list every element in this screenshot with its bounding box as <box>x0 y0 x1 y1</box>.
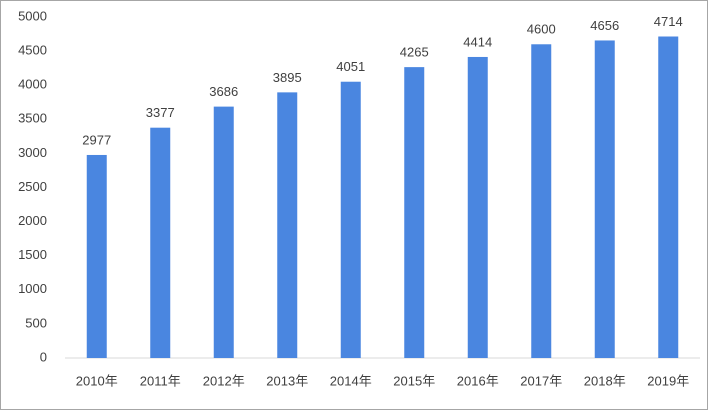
y-tick-label: 2500 <box>18 179 47 194</box>
data-label: 3686 <box>209 84 238 99</box>
x-tick-label: 2011年 <box>140 373 181 388</box>
y-tick-label: 0 <box>40 349 47 364</box>
x-tick-label: 2018年 <box>584 373 626 388</box>
y-tick-label: 1000 <box>18 281 47 296</box>
x-tick-label: 2014年 <box>330 373 372 388</box>
y-tick-label: 1500 <box>18 247 47 262</box>
y-tick-label: 3000 <box>18 145 47 160</box>
data-label: 4414 <box>463 34 492 49</box>
x-tick-label: 2012年 <box>203 373 245 388</box>
bar <box>467 56 488 358</box>
data-label: 4265 <box>400 45 429 60</box>
bar <box>404 67 425 358</box>
y-tick-label: 4500 <box>18 43 47 58</box>
data-label: 4656 <box>590 18 619 33</box>
data-label: 2977 <box>82 132 111 147</box>
data-label: 3895 <box>273 70 302 85</box>
bar <box>594 40 615 358</box>
bar <box>150 127 171 358</box>
x-tick-label: 2016年 <box>457 373 499 388</box>
bar <box>340 81 361 358</box>
y-tick-label: 2000 <box>18 213 47 228</box>
x-tick-label: 2017年 <box>520 373 562 388</box>
y-tick-label: 4000 <box>18 77 47 92</box>
x-tick-label: 2019年 <box>647 373 689 388</box>
data-label: 4714 <box>654 14 683 29</box>
data-label: 4600 <box>527 22 556 37</box>
y-tick-label: 5000 <box>18 8 47 23</box>
x-tick-label: 2013年 <box>266 373 308 388</box>
bar <box>213 106 234 358</box>
data-label: 3377 <box>146 105 175 120</box>
x-tick-label: 2010年 <box>76 373 118 388</box>
bar <box>531 44 552 358</box>
bar <box>277 92 298 359</box>
x-tick-label: 2015年 <box>393 373 435 388</box>
data-label: 4051 <box>336 59 365 74</box>
bar <box>86 154 107 358</box>
y-tick-label: 3500 <box>18 111 47 126</box>
bar <box>658 36 679 359</box>
y-tick-label: 500 <box>25 315 47 330</box>
